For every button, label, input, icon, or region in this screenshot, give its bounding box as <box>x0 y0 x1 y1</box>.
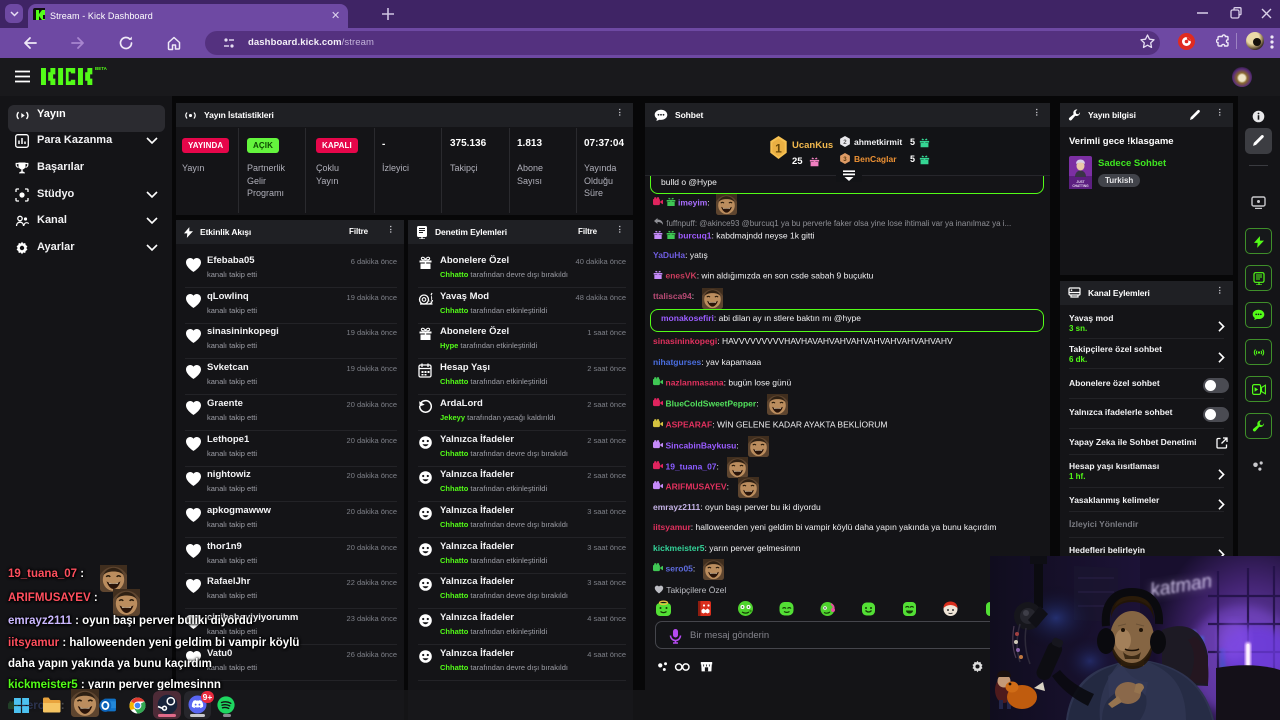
svg-text:1: 1 <box>775 142 782 156</box>
svg-text:3: 3 <box>843 156 847 163</box>
svg-text:JUST: JUST <box>1076 180 1084 184</box>
svg-text:CHATTING: CHATTING <box>1072 184 1089 188</box>
svg-text:2: 2 <box>843 139 847 146</box>
